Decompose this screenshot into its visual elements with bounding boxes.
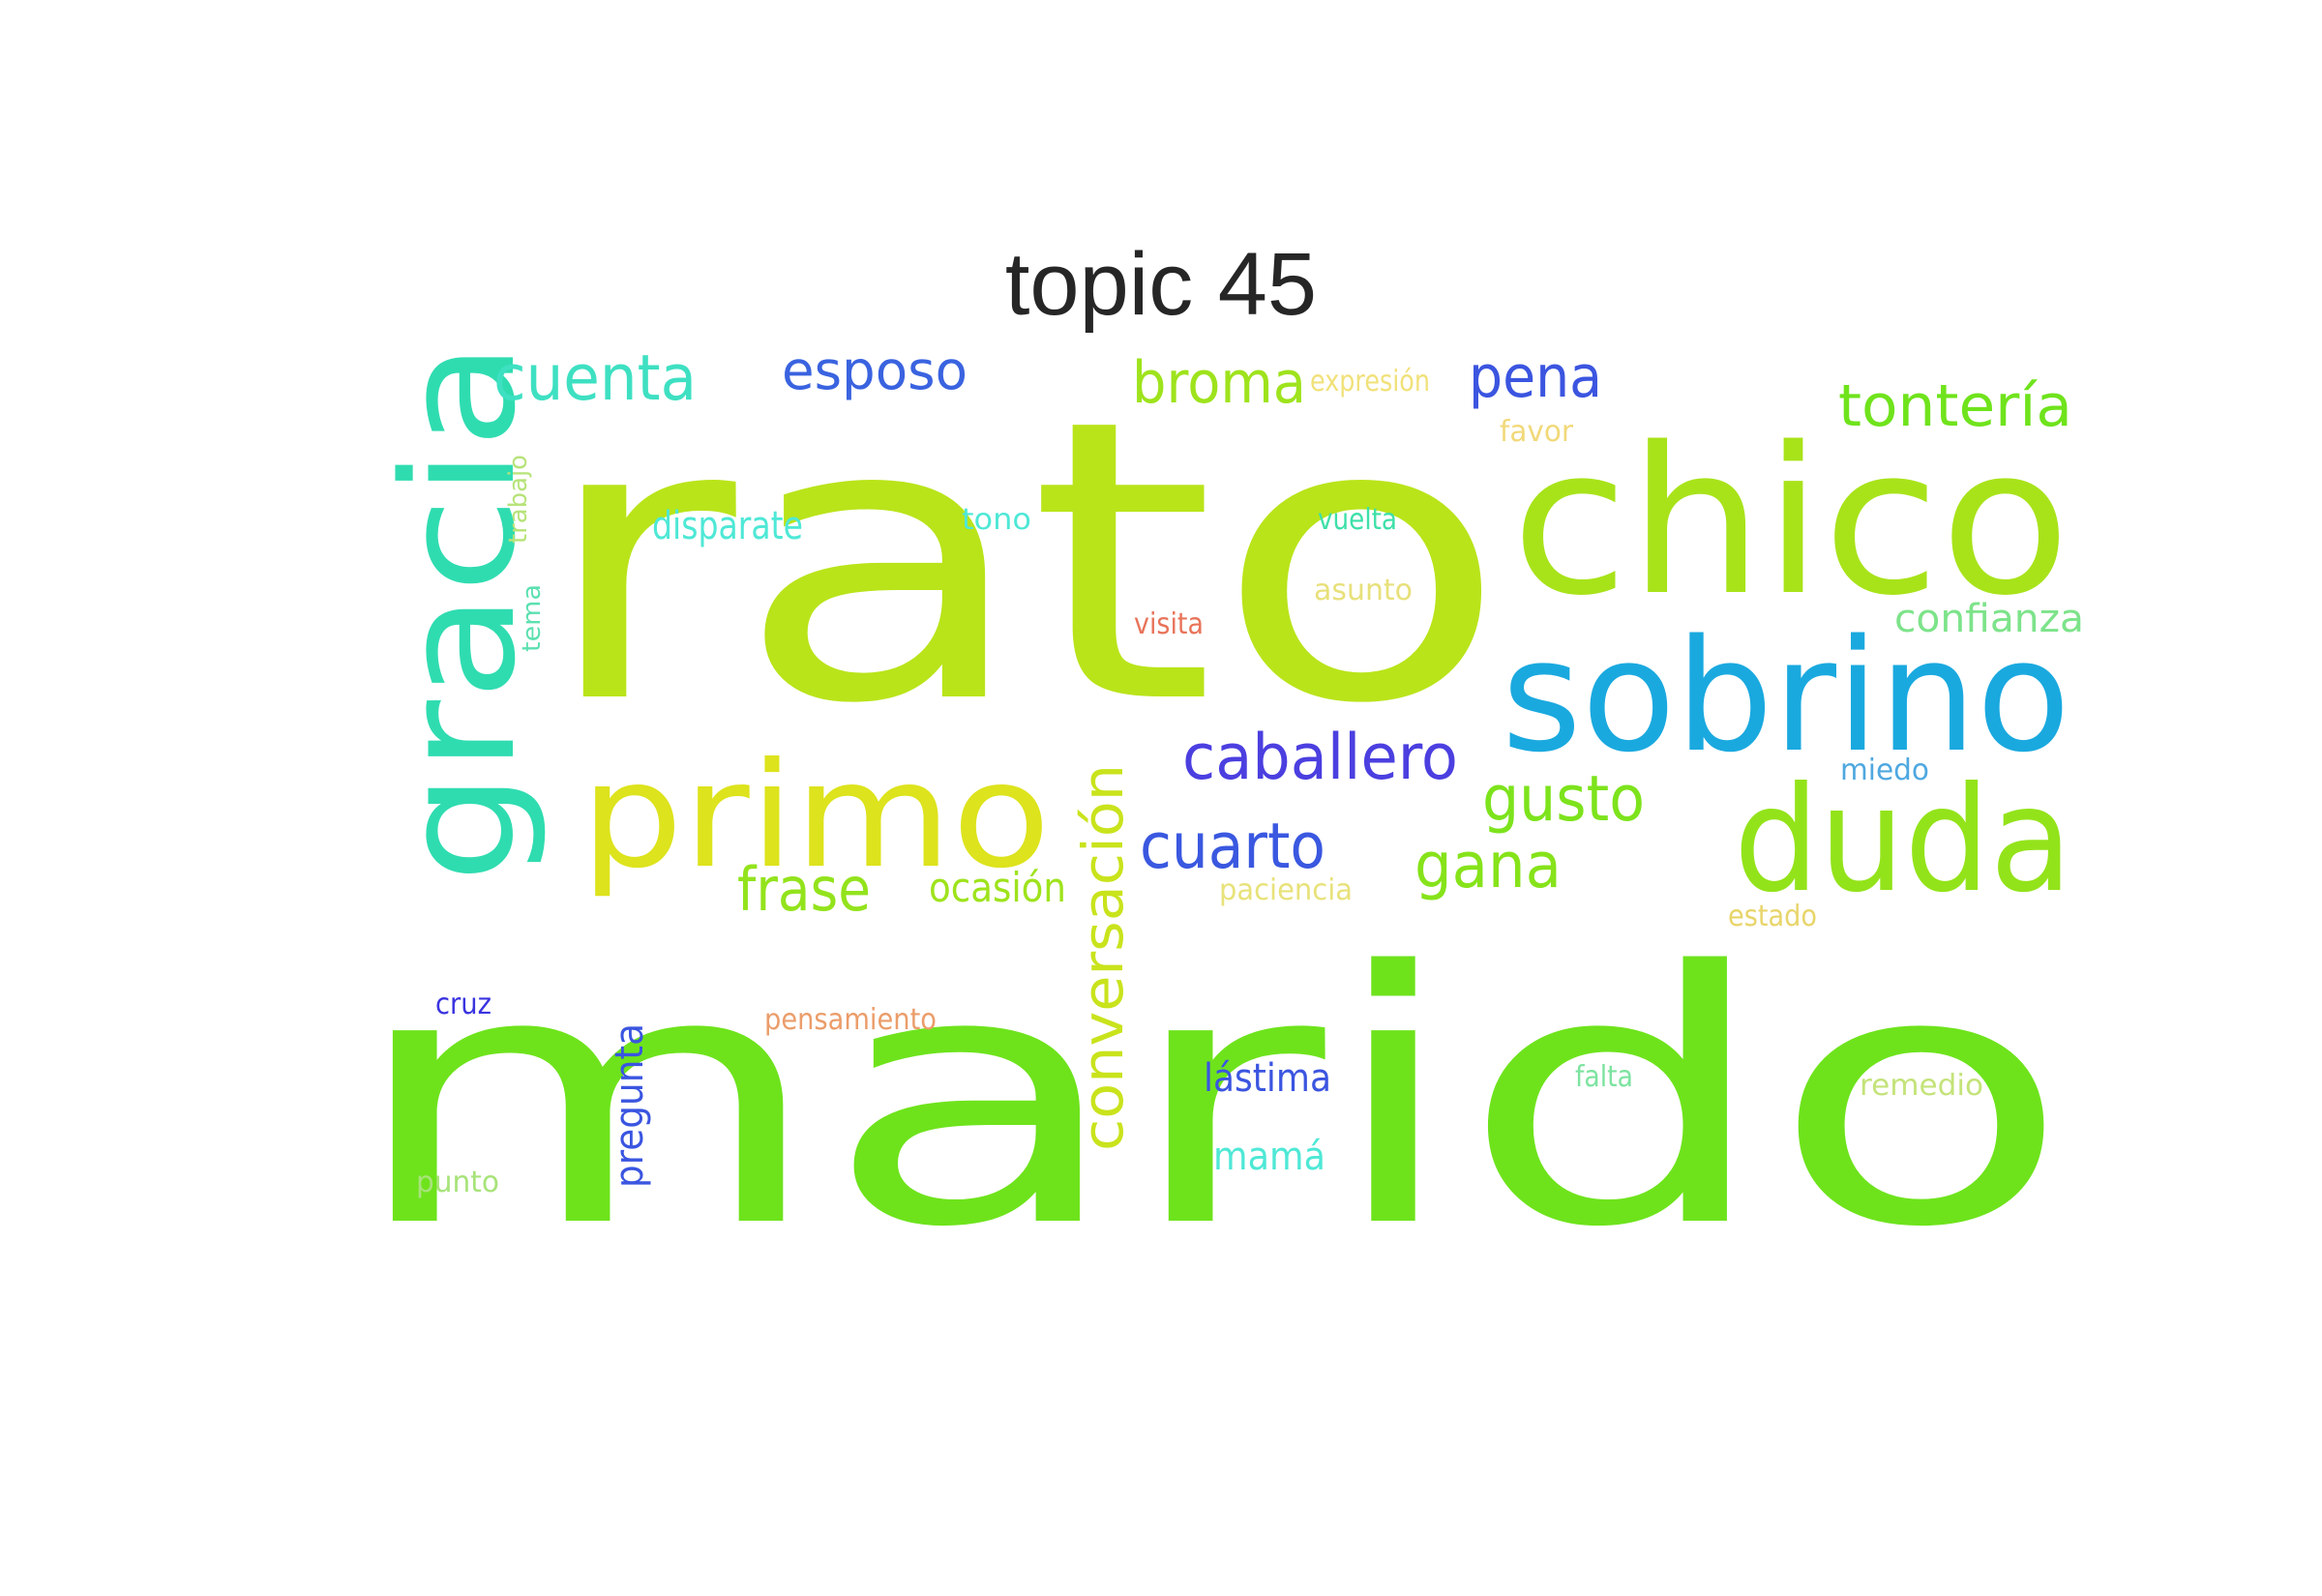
word-37: pensamiento — [764, 1003, 937, 1037]
word-11: gusto — [1482, 763, 1645, 836]
word-36: cruz — [435, 988, 491, 1021]
word-33: miedo — [1840, 754, 1929, 787]
word-12: gana — [1414, 830, 1562, 902]
word-32: tema — [518, 584, 547, 652]
word-17: tontería — [1838, 372, 2072, 440]
word-2: rato — [540, 339, 1507, 788]
word-40: punto — [416, 1166, 499, 1199]
word-13: cuenta — [493, 342, 697, 415]
word-1: marido — [348, 898, 2070, 1303]
word-10: conversación — [1070, 764, 1136, 1151]
word-18: frase — [737, 854, 871, 925]
word-29: asunto — [1314, 574, 1413, 607]
word-35: estado — [1728, 900, 1817, 933]
word-6: primo — [580, 732, 1051, 901]
word-30: visita — [1134, 607, 1204, 641]
word-24: pregunta — [608, 1023, 652, 1188]
word-16: pena — [1469, 343, 1602, 411]
chart-title: topic 45 — [1004, 235, 1318, 334]
word-15: broma — [1132, 349, 1306, 417]
word-19: ocasión — [929, 864, 1066, 911]
word-25: expresión — [1310, 365, 1430, 399]
word-5: gracia — [369, 341, 550, 883]
word-38: falta — [1575, 1060, 1633, 1094]
word-27: tono — [962, 503, 1031, 537]
word-9: cuarto — [1140, 811, 1325, 883]
word-21: disparate — [652, 504, 803, 548]
word-22: lástima — [1204, 1056, 1331, 1101]
word-8: caballero — [1182, 722, 1458, 794]
word-3: chico — [1511, 403, 2070, 640]
word-31: trabajo — [504, 455, 533, 544]
word-28: vuelta — [1318, 503, 1397, 537]
word-20: confianza — [1894, 597, 2084, 641]
word-14: esposo — [782, 340, 968, 401]
word-23: mamá — [1213, 1135, 1325, 1179]
word-7: duda — [1734, 756, 2072, 925]
word-26: favor — [1500, 415, 1574, 449]
word-34: paciencia — [1219, 873, 1353, 907]
word-4: sobrino — [1502, 606, 2070, 786]
word-39: remedio — [1860, 1069, 1983, 1103]
